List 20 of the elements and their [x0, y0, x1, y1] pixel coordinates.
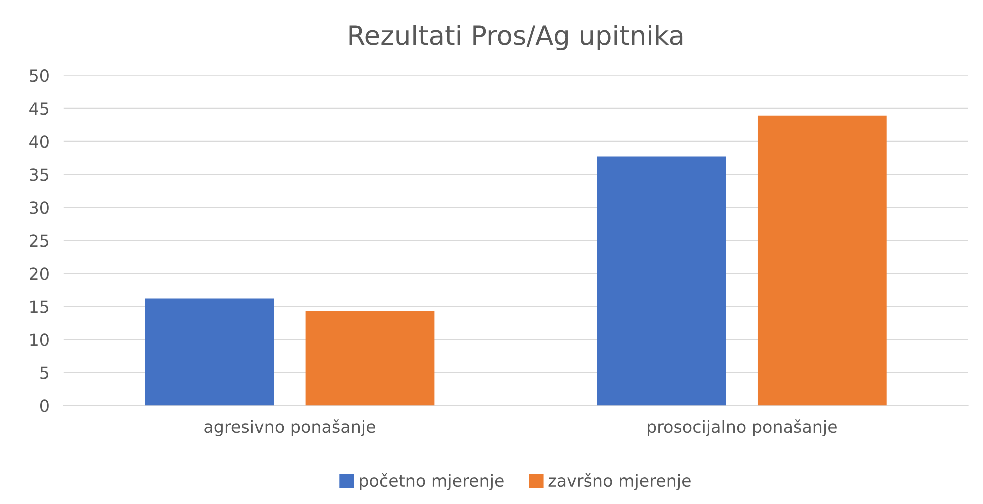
- bar: [597, 156, 726, 406]
- chart-title: Rezultati Pros/Ag upitnika: [350, 24, 683, 51]
- y-tick-label: 0: [40, 400, 49, 412]
- y-tick-label: 5: [40, 366, 49, 380]
- y-tick-label: 50: [30, 70, 49, 82]
- x-tick-label: agresivno ponašanje: [204, 420, 376, 436]
- legend-label: početno mjerenje: [360, 474, 504, 490]
- y-tick-label: 30: [30, 202, 49, 214]
- bar: [145, 298, 274, 406]
- y-tick-label: 20: [30, 268, 49, 280]
- bar: [306, 311, 435, 406]
- y-tick-label: 15: [30, 300, 49, 314]
- y-tick-label: 45: [30, 102, 49, 116]
- y-tick-label: 25: [30, 234, 49, 248]
- y-tick-label: 35: [30, 168, 49, 182]
- legend-label: završno mjerenje: [548, 474, 691, 490]
- x-tick-label: prosocijalno ponašanje: [648, 420, 837, 436]
- y-tick-label: 10: [30, 334, 49, 346]
- bar: [758, 116, 887, 406]
- y-tick-label: 40: [30, 136, 49, 148]
